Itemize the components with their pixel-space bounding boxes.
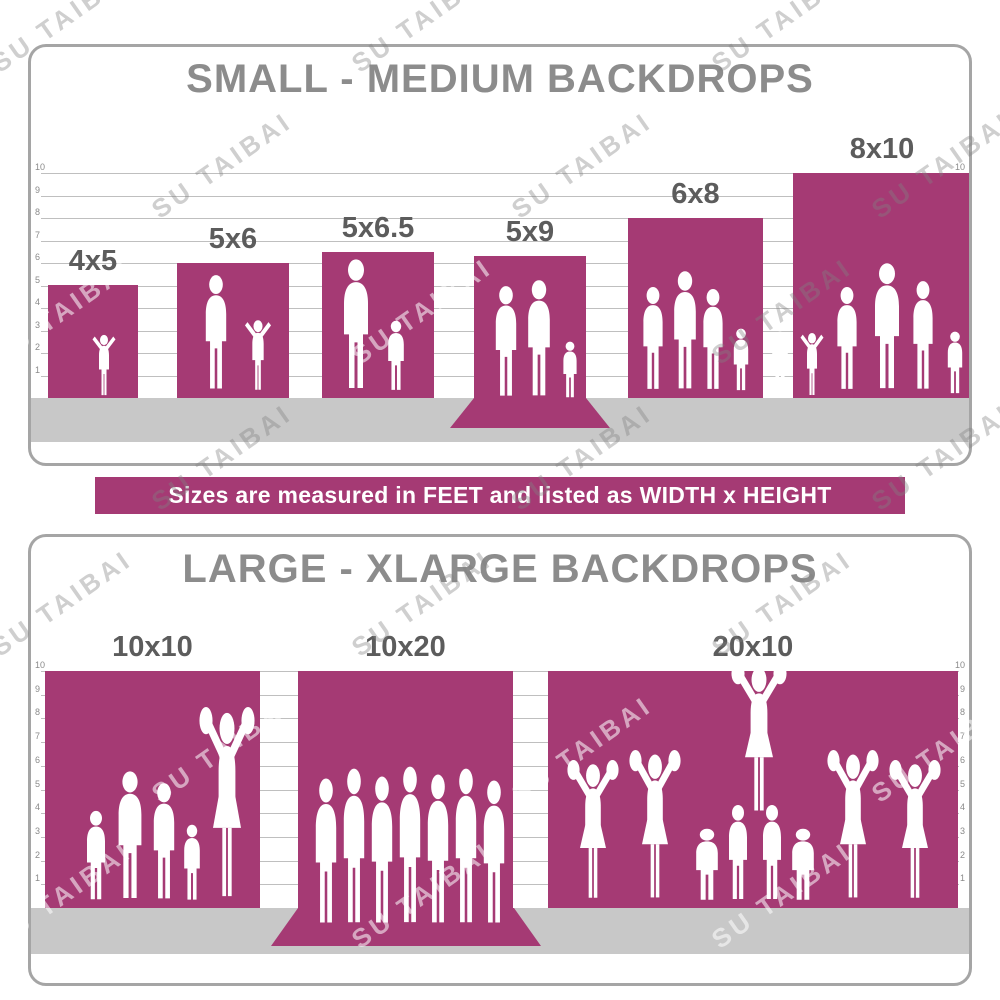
person-silhouette [244, 320, 272, 390]
person-silhouette [528, 280, 550, 396]
person-silhouette [92, 334, 116, 396]
backdrop-size-label: 6x8 [671, 178, 720, 210]
person-silhouette [875, 263, 899, 389]
backdrop-size-label: 5x9 [505, 216, 555, 248]
ruler-number: 8 [35, 207, 41, 217]
ruler-number: 6 [959, 755, 965, 765]
ruler-number: 9 [35, 684, 41, 694]
backdrop-size-label: 10x10 [112, 631, 193, 663]
ruler-number: 7 [959, 731, 965, 741]
panel-large-xlarge-backdrops: LARGE - XLARGE BACKDROPS 10 10 9 9 8 8 7 7 6 6 5 5 4… [28, 534, 972, 986]
person-silhouette [772, 331, 788, 396]
person-silhouette [87, 810, 105, 900]
backdrop-floor-sweep [450, 398, 610, 428]
size-note-banner: Sizes are measured in FEET and listed as… [95, 477, 905, 514]
ruler-number: 1 [35, 873, 41, 883]
ruler-number: 7 [35, 230, 41, 240]
person-silhouette [889, 760, 941, 898]
ruler-number: 10 [954, 162, 965, 172]
panel-title-small-medium: SMALL - MEDIUM BACKDROPS [186, 57, 814, 101]
ruler-number: 1 [959, 873, 965, 883]
ruler-number: 5 [35, 275, 41, 285]
person-silhouette [792, 828, 814, 900]
person-silhouette [643, 287, 663, 389]
person-silhouette [344, 259, 368, 388]
backdrop-size-label: 5x6 [208, 223, 258, 255]
ruler-number: 7 [35, 731, 41, 741]
person-silhouette [800, 332, 824, 396]
ruler-number: 6 [35, 755, 41, 765]
gridline [41, 173, 959, 174]
ruler-number: 10 [35, 660, 46, 670]
backdrop-5x6 [177, 263, 289, 398]
person-silhouette [153, 783, 175, 899]
backdrop-size-label: 10x20 [365, 631, 446, 663]
gridline [41, 218, 959, 219]
person-silhouette [563, 341, 577, 398]
person-silhouette [947, 331, 963, 394]
ruler-number: 8 [959, 707, 965, 717]
person-silhouette [729, 804, 747, 900]
ruler-number: 3 [35, 320, 41, 330]
person-silhouette [118, 771, 142, 899]
person-silhouette [913, 281, 933, 389]
ruler-number: 5 [959, 779, 965, 789]
ruler-number: 5 [35, 779, 41, 789]
panel-small-medium-backdrops: SMALL - MEDIUM BACKDROPS 101099887766554… [28, 44, 972, 466]
ruler-number: 4 [959, 802, 965, 812]
ruler-number: 4 [35, 297, 41, 307]
ruler-number: 9 [35, 185, 41, 195]
ruler-number: 2 [959, 850, 965, 860]
person-silhouette [763, 804, 781, 900]
ruler-number: 4 [35, 802, 41, 812]
person-silhouette [483, 780, 505, 923]
person-silhouette [837, 287, 857, 389]
panel-title-large-xlarge: LARGE - XLARGE BACKDROPS [182, 547, 818, 591]
backdrop-size-label: 20x10 [712, 631, 794, 663]
person-silhouette [629, 750, 681, 898]
backdrop-5x6.5 [322, 252, 434, 398]
backdrop-size-label: 5x6.5 [341, 212, 415, 244]
person-silhouette [733, 328, 749, 391]
person-silhouette [731, 663, 787, 811]
backdrop-4x5 [48, 285, 138, 398]
person-silhouette [199, 707, 255, 897]
size-note-text: Sizes are measured in FEET and listed as… [168, 482, 832, 508]
person-silhouette [495, 286, 517, 396]
person-silhouette [696, 828, 718, 900]
ruler-number: 1 [35, 365, 41, 375]
gridline [41, 241, 959, 242]
backdrop-size-label: 8x10 [849, 133, 915, 165]
person-silhouette [827, 750, 879, 898]
gridline [41, 196, 959, 197]
person-silhouette [388, 320, 404, 390]
person-silhouette [205, 275, 227, 389]
ruler-number: 10 [954, 660, 965, 670]
ruler-number: 9 [959, 684, 965, 694]
ruler-number: 2 [35, 342, 41, 352]
person-silhouette [703, 289, 723, 389]
ruler-number: 2 [35, 850, 41, 860]
ruler-number: 3 [35, 826, 41, 836]
ruler-number: 6 [35, 252, 41, 262]
ruler-number: 8 [35, 707, 41, 717]
ruler-number: 3 [959, 826, 965, 836]
person-silhouette [567, 760, 619, 898]
ruler-number: 10 [35, 162, 46, 172]
backdrop-size-label: 4x5 [68, 245, 118, 277]
